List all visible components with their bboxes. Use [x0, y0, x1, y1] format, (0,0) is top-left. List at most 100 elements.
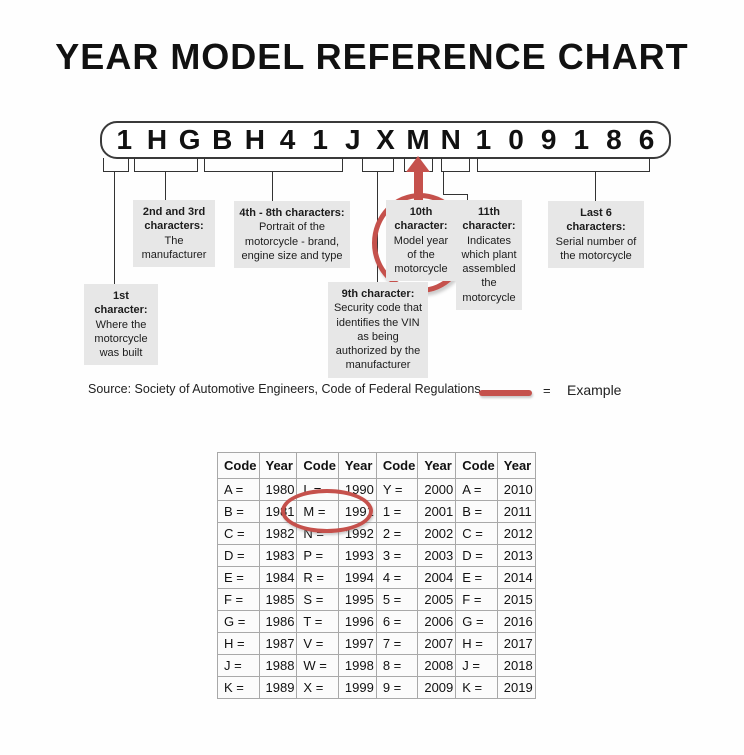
callout-heading: 9th character:: [341, 288, 415, 300]
year-table-cell: V =: [296, 632, 339, 655]
year-table-cell: B =: [455, 500, 498, 523]
source-text: Source: Society of Automotive Engineers,…: [88, 382, 481, 396]
year-table-cell: 2009: [417, 676, 457, 699]
callout-body: Serial number of the motorcycle: [555, 235, 637, 262]
year-table-cell: 1994: [337, 566, 377, 589]
year-table-cell: 1986: [258, 610, 298, 633]
year-table-header-cell: Code: [455, 452, 498, 479]
callout-9th-character: 9th character: Security code that identi…: [328, 282, 428, 378]
connector-line-char-11-b: [467, 194, 468, 202]
year-table-cell: T =: [296, 610, 339, 633]
year-table-cell: 2001: [417, 500, 457, 523]
year-table-cell: 2004: [417, 566, 457, 589]
year-table-cell: 2008: [417, 654, 457, 677]
year-table-cell: 1983: [258, 544, 298, 567]
year-code-table: Code Year Code Year Code Year Code Year A = 1980…: [217, 452, 536, 699]
callout-body: Model year of the motorcycle: [393, 234, 449, 276]
vin-character: J: [345, 124, 361, 155]
callout-1st-character: 1st character: Where the motorcycle was …: [84, 284, 158, 366]
year-table-header-cell: Code: [217, 452, 260, 479]
year-table-cell: 2014: [496, 566, 536, 589]
year-table-cell: X =: [296, 676, 339, 699]
legend-label: Example: [567, 382, 622, 398]
year-table-cell: 2015: [496, 588, 536, 611]
year-table-cell: S =: [296, 588, 339, 611]
callout-11th-character: 11th character: Indicates which plant as…: [456, 200, 522, 311]
year-table-cell: 1993: [337, 544, 377, 567]
year-table-cell: C =: [217, 522, 260, 545]
callout-4th-8th-characters: 4th - 8th characters: Portrait of the mo…: [234, 201, 350, 269]
year-table-cell: 2002: [417, 522, 457, 545]
year-table-cell: Y =: [375, 478, 419, 501]
year-table-header-cell: Code: [375, 452, 419, 479]
vin-character: 0: [508, 124, 524, 155]
year-table-row: G = 1986 T = 1996 6 = 2006 G = 2016: [217, 610, 536, 633]
year-table-cell: 7 =: [375, 632, 419, 655]
year-table-cell: 2007: [417, 632, 457, 655]
year-table-row: F = 1985 S = 1995 5 = 2005 F = 2015: [217, 588, 536, 611]
year-table-cell: J =: [455, 654, 498, 677]
year-table-row: E = 1984 R = 1994 4 = 2004 E = 2014: [217, 566, 536, 589]
year-table-cell: 1985: [258, 588, 298, 611]
year-table-cell: 2011: [496, 500, 536, 523]
connector-line-char-11-h: [443, 194, 468, 195]
year-table-cell: K =: [217, 676, 260, 699]
vin-character: 8: [606, 124, 622, 155]
year-table-cell: K =: [455, 676, 498, 699]
year-table-cell: G =: [455, 610, 498, 633]
connector-line-char-1: [114, 171, 115, 285]
example-arrow-head-icon: [406, 156, 430, 172]
callout-body: Portrait of the motorcycle - brand, engi…: [241, 221, 343, 262]
bracket-char-11: [441, 158, 470, 172]
callout-body: Where the motorcycle was built: [94, 318, 148, 360]
vin-character: 1: [573, 124, 590, 155]
bracket-char-9: [362, 158, 394, 172]
year-table-cell: 2005: [417, 588, 457, 611]
year-table-cell: C =: [455, 522, 498, 545]
example-line-icon: [479, 390, 532, 396]
year-table-cell: 4 =: [375, 566, 419, 589]
year-table-cell: E =: [455, 566, 498, 589]
year-table-cell: 1995: [337, 588, 377, 611]
callout-heading: Last 6 characters:: [566, 207, 626, 234]
bracket-char-1: [103, 158, 129, 172]
year-table-cell: H =: [455, 632, 498, 655]
connector-line-last-6: [595, 171, 596, 202]
connector-line-char-11: [443, 171, 444, 194]
year-table-cell: 2018: [496, 654, 536, 677]
bracket-last-6: [477, 158, 650, 172]
year-table-cell: G =: [217, 610, 260, 633]
year-table-cell: H =: [217, 632, 260, 655]
year-table-body: A = 1980 L = 1990 Y = 2000 A = 2010 B = 1981 M = 19…: [217, 478, 536, 699]
callout-2nd-3rd-characters: 2nd and 3rd characters: The manufacturer: [133, 200, 215, 268]
callout-body: The manufacturer: [141, 234, 207, 261]
year-table-cell: 2003: [417, 544, 457, 567]
year-table-row: H = 1987 V = 1997 7 = 2007 H = 2017: [217, 632, 536, 655]
year-table-cell: D =: [455, 544, 498, 567]
vin-character: G: [178, 124, 201, 155]
callout-heading: 1st character:: [94, 290, 148, 317]
year-table-cell: 2017: [496, 632, 536, 655]
year-table-cell: 1988: [258, 654, 298, 677]
year-table-cell: 1984: [258, 566, 298, 589]
callout-heading: 2nd and 3rd characters:: [142, 206, 206, 233]
bracket-chars-4-8: [204, 158, 343, 172]
callout-heading: 11th character:: [462, 206, 516, 233]
callout-heading: 10th character:: [394, 206, 448, 233]
year-table-cell: B =: [217, 500, 260, 523]
legend-equals: =: [543, 383, 551, 398]
year-table-row: A = 1980 L = 1990 Y = 2000 A = 2010: [217, 478, 536, 501]
example-ellipse-highlight: [281, 489, 373, 533]
bracket-chars-2-3: [134, 158, 198, 172]
vin-character: B: [212, 124, 233, 155]
year-table-cell: 1996: [337, 610, 377, 633]
year-table-cell: F =: [455, 588, 498, 611]
year-table-cell: 1987: [258, 632, 298, 655]
year-table-cell: F =: [217, 588, 260, 611]
year-table-cell: 2010: [496, 478, 536, 501]
year-table-header-cell: Code: [296, 452, 339, 479]
year-table-cell: 2013: [496, 544, 536, 567]
year-table-cell: 3 =: [375, 544, 419, 567]
year-table-header-row: Code Year Code Year Code Year Code Year: [217, 452, 536, 479]
